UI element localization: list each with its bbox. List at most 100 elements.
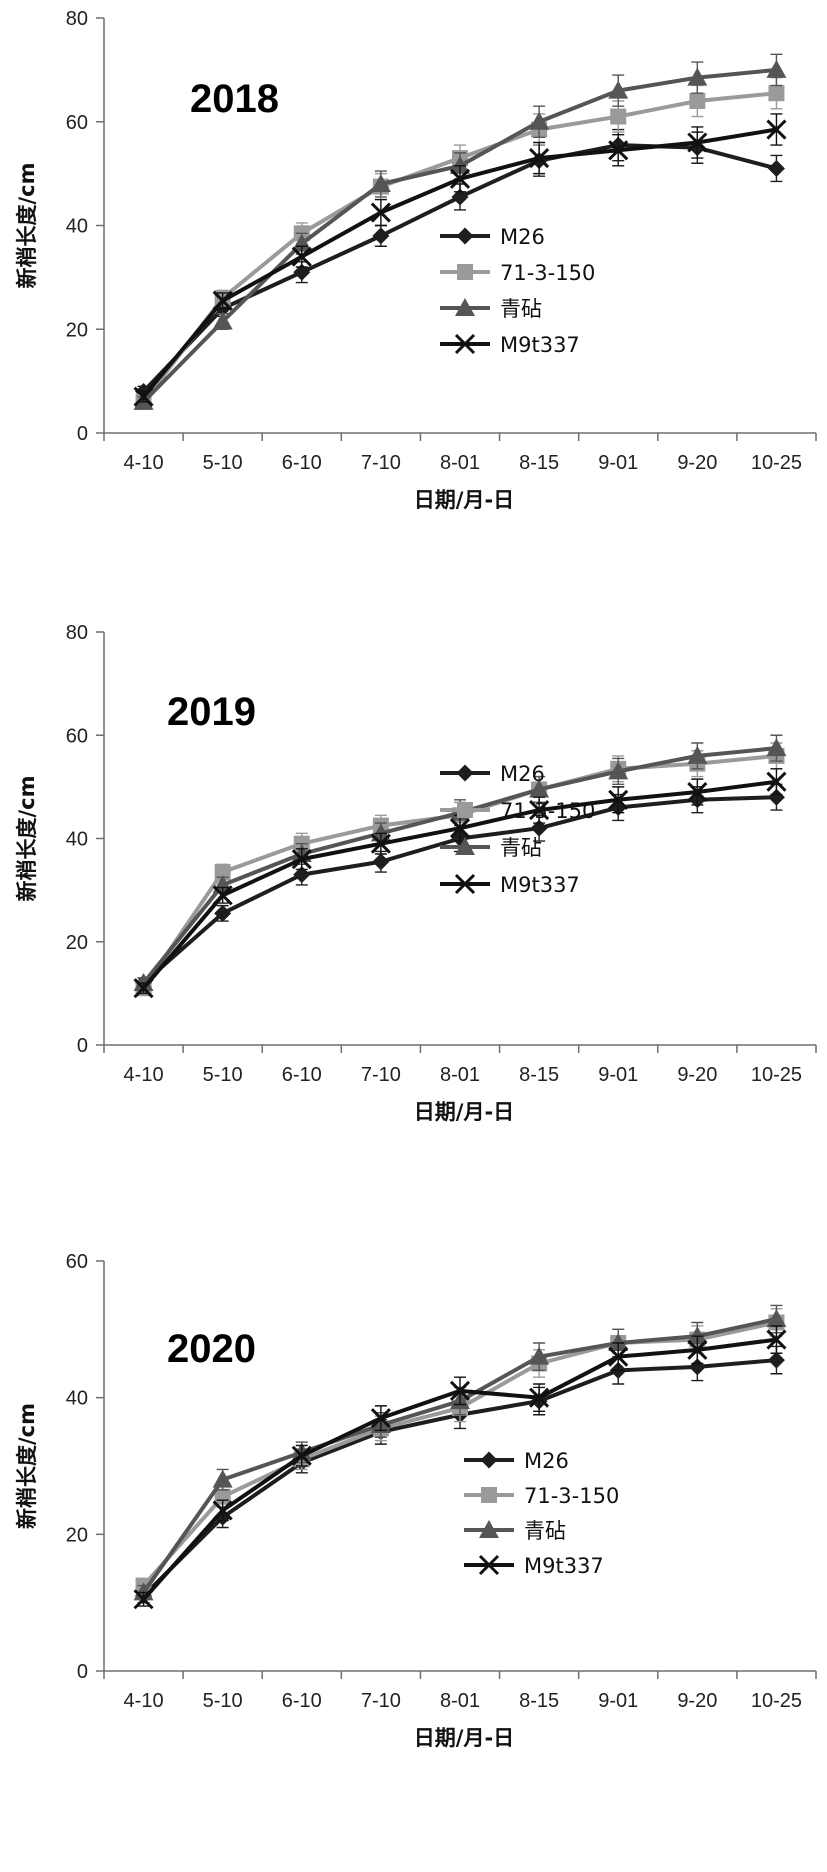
data-point bbox=[212, 290, 233, 311]
data-point bbox=[608, 140, 629, 161]
y-tick-label: 40 bbox=[66, 216, 88, 238]
data-point bbox=[214, 864, 231, 881]
data-point bbox=[212, 1469, 233, 1488]
y-tick-label: 60 bbox=[66, 112, 88, 134]
data-point bbox=[766, 1309, 787, 1328]
data-point bbox=[687, 781, 708, 803]
x-axis-title: 日期/月-日 bbox=[414, 488, 514, 512]
data-point bbox=[608, 1346, 629, 1367]
y-axis-title: 新梢长度/cm bbox=[15, 163, 39, 289]
y-tick-label: 0 bbox=[77, 1035, 88, 1057]
x-tick-label: 8-01 bbox=[440, 1690, 480, 1712]
legend-marker bbox=[456, 764, 474, 782]
x-tick-label: 6-10 bbox=[282, 1690, 322, 1712]
data-point bbox=[133, 1589, 154, 1610]
series-x bbox=[133, 1325, 787, 1610]
legend-label: M26 bbox=[500, 762, 545, 786]
series-line bbox=[141, 753, 777, 990]
data-point bbox=[608, 1333, 629, 1351]
legend-marker bbox=[479, 1520, 499, 1538]
data-point bbox=[688, 1358, 706, 1376]
y-axis-title: 新梢长度/cm bbox=[15, 776, 39, 902]
x-tick-label: 10-25 bbox=[751, 1064, 802, 1086]
x-tick-label: 9-01 bbox=[598, 1690, 638, 1712]
data-point bbox=[767, 788, 785, 806]
chart-panel-2019: 0 20 40 60 80 4-10 5-10 6-10 7-10 8-01 8-15 9-01 9-2… bbox=[15, 622, 817, 1124]
chart-panel-2020: 0 20 40 60 4-10 5-10 6-10 7-10 8-01 8-15 9-01 9-20 1… bbox=[15, 1251, 817, 1750]
data-point bbox=[529, 779, 550, 798]
data-point bbox=[768, 85, 785, 102]
y-tick-label: 20 bbox=[66, 319, 88, 341]
data-point bbox=[687, 745, 708, 764]
legend-label: 青砧 bbox=[500, 297, 542, 321]
legend-label: M9t337 bbox=[500, 333, 580, 357]
series-square bbox=[135, 76, 785, 410]
data-point bbox=[767, 1351, 785, 1369]
legend-marker bbox=[454, 873, 476, 895]
y-axis-title: 新梢长度/cm bbox=[15, 1403, 39, 1529]
data-point bbox=[133, 386, 154, 407]
panel-title: 2019 bbox=[167, 690, 256, 734]
y-tick-label: 40 bbox=[66, 829, 88, 851]
x-tick-label: 9-01 bbox=[598, 452, 638, 474]
series-x bbox=[133, 113, 787, 407]
data-point bbox=[370, 1408, 391, 1429]
x-tick-label: 5-10 bbox=[203, 1064, 243, 1086]
data-point bbox=[212, 885, 233, 906]
data-point bbox=[766, 59, 787, 78]
data-point bbox=[530, 819, 548, 837]
legend-marker bbox=[457, 264, 473, 280]
x-tick-label: 8-01 bbox=[440, 452, 480, 474]
legend-marker bbox=[481, 1487, 497, 1503]
data-point bbox=[608, 80, 629, 99]
panel-title: 2020 bbox=[167, 1327, 256, 1371]
data-point bbox=[291, 246, 312, 267]
x-tick-label: 9-20 bbox=[677, 1690, 717, 1712]
data-point bbox=[214, 904, 232, 922]
data-point bbox=[529, 1346, 550, 1365]
legend-label: M9t337 bbox=[500, 873, 580, 897]
data-point bbox=[529, 1387, 550, 1408]
data-point bbox=[687, 132, 708, 153]
data-point bbox=[291, 849, 312, 870]
data-point bbox=[212, 1500, 233, 1521]
x-tick-label: 10-25 bbox=[751, 452, 802, 474]
x-tick-label: 9-20 bbox=[677, 452, 717, 474]
legend-marker bbox=[480, 1451, 498, 1469]
legend-marker bbox=[457, 802, 473, 818]
data-point bbox=[449, 1380, 471, 1401]
data-point bbox=[291, 233, 312, 252]
data-point bbox=[608, 789, 629, 810]
data-point bbox=[451, 188, 469, 206]
data-point bbox=[212, 311, 233, 330]
y-tick-label: 20 bbox=[66, 932, 88, 954]
data-point bbox=[687, 67, 708, 86]
data-point bbox=[608, 761, 629, 780]
data-point bbox=[767, 159, 785, 177]
data-point bbox=[449, 818, 471, 839]
y-tick-label: 0 bbox=[77, 423, 88, 445]
x-tick-label: 4-10 bbox=[124, 1690, 164, 1712]
legend-marker bbox=[455, 298, 475, 316]
legend-label: 71-3-150 bbox=[500, 261, 595, 285]
series-square bbox=[135, 742, 785, 997]
x-tick-label: 8-15 bbox=[519, 452, 559, 474]
legend-label: M26 bbox=[524, 1449, 569, 1473]
data-point bbox=[766, 771, 787, 792]
x-tick-label: 8-01 bbox=[440, 1064, 480, 1086]
x-tick-label: 4-10 bbox=[124, 452, 164, 474]
data-point bbox=[370, 833, 391, 854]
data-point bbox=[450, 155, 470, 174]
x-tick-label: 9-20 bbox=[677, 1064, 717, 1086]
y-tick-label: 0 bbox=[77, 1661, 88, 1683]
x-tick-label: 7-10 bbox=[361, 1690, 401, 1712]
x-tick-label: 8-15 bbox=[519, 1064, 559, 1086]
data-point bbox=[687, 1326, 708, 1345]
data-point bbox=[133, 978, 154, 999]
x-tick-label: 7-10 bbox=[361, 1064, 401, 1086]
x-tick-label: 7-10 bbox=[361, 452, 401, 474]
legend-label: 青砧 bbox=[524, 1519, 566, 1543]
chart-panel-2018: 0 20 40 60 80 4-10 5-10 6-10 7-10 8-01 8-15 9-01 9-2… bbox=[15, 8, 817, 512]
data-point bbox=[689, 93, 706, 109]
